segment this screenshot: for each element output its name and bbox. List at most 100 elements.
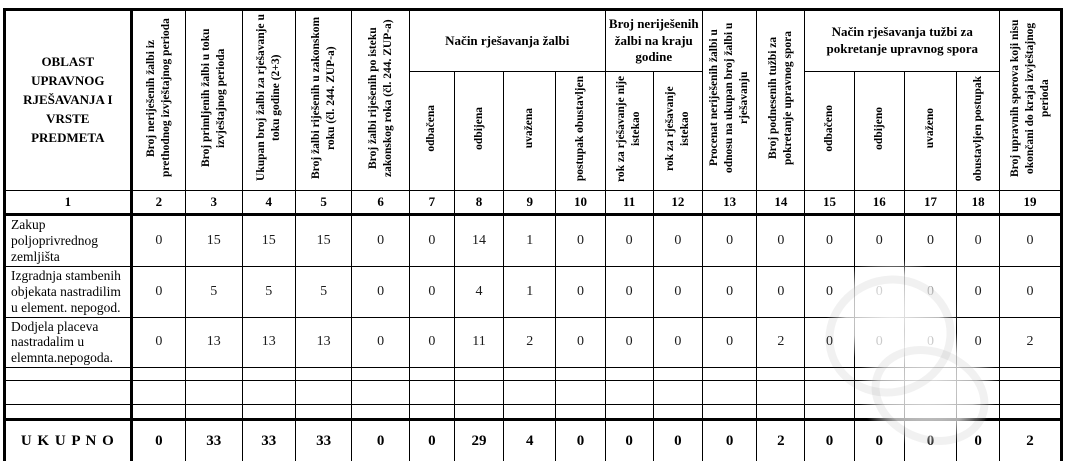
group-header-nerijesene-zalbe-kraj-godine: Broj neriješenih žalbi na kraju godine xyxy=(604,9,703,72)
empty-cell xyxy=(294,367,353,382)
value-cell: 0 xyxy=(903,316,958,369)
total-value-cell: 0 xyxy=(804,418,855,461)
empty-cell xyxy=(185,380,243,406)
empty-cell xyxy=(408,380,455,406)
column-number-7: 7 xyxy=(408,190,455,216)
col-header-3-text: Broj primljenih žalbi u toku izvještajno… xyxy=(199,28,227,168)
value-cell: 0 xyxy=(604,214,654,267)
empty-cell xyxy=(956,367,1001,382)
empty-cell xyxy=(853,404,905,421)
col-header-12-text: rok za rješavanje istekao xyxy=(663,86,691,171)
total-value-cell: 0 xyxy=(604,418,654,461)
empty-cell xyxy=(604,367,654,382)
total-value-cell: 33 xyxy=(294,418,353,461)
empty-cell xyxy=(804,404,855,421)
empty-cell xyxy=(555,367,606,382)
value-cell: 0 xyxy=(604,316,654,369)
col-header-17: uvaženo xyxy=(903,71,958,191)
column-number-4: 4 xyxy=(241,190,296,216)
empty-cell xyxy=(130,404,187,421)
col-header-14-text: Broj podnesenih tužbi za pokretanje upra… xyxy=(766,31,794,165)
row-label: Dodjela placeva nastradalim u elemnta.ne… xyxy=(4,316,133,369)
col-header-8-text: odbijena xyxy=(472,107,485,150)
value-cell: 0 xyxy=(555,265,606,318)
row-label: Zakup poljoprivrednog zemljišta xyxy=(4,214,133,267)
empty-row xyxy=(4,367,1062,382)
column-number-2: 2 xyxy=(130,190,187,216)
col-header-3: Broj primljenih žalbi u toku izvještajno… xyxy=(185,9,243,191)
value-cell: 2 xyxy=(503,316,557,369)
column-number-18: 18 xyxy=(956,190,1001,216)
empty-cell xyxy=(956,380,1001,406)
empty-cell xyxy=(453,380,505,406)
empty-cell xyxy=(241,367,296,382)
value-cell: 13 xyxy=(185,316,243,369)
value-cell: 5 xyxy=(241,265,296,318)
value-cell: 0 xyxy=(408,316,455,369)
empty-cell xyxy=(294,380,353,406)
empty-cell xyxy=(453,404,505,421)
total-value-cell: 0 xyxy=(351,418,410,461)
empty-cell xyxy=(503,380,557,406)
empty-cell xyxy=(701,380,758,406)
table-row-izgradnja: Izgradnja stambenih objekata nastradilim… xyxy=(4,265,1062,318)
empty-row xyxy=(4,404,1062,421)
empty-cell xyxy=(604,404,654,421)
value-cell: 0 xyxy=(130,316,187,369)
group-header-nacin-rjesavanja-zalbi-text: Način rješavanja žalbi xyxy=(445,33,570,48)
col-header-18-text: obustavljen postupak xyxy=(971,75,984,182)
value-cell: 5 xyxy=(185,265,243,318)
value-cell: 11 xyxy=(453,316,505,369)
empty-cell xyxy=(853,380,905,406)
value-cell: 0 xyxy=(853,316,905,369)
empty-cell xyxy=(351,404,410,421)
col-header-2: Broj neriješenih žalbi iz prethodnog izv… xyxy=(130,9,187,191)
value-cell: 0 xyxy=(999,214,1062,267)
value-cell: 5 xyxy=(294,265,353,318)
column-number-12: 12 xyxy=(652,190,703,216)
col-header-4: Ukupan broj žalbi za rješavanje u toku g… xyxy=(241,9,296,191)
total-value-cell: 0 xyxy=(853,418,905,461)
column-number-5: 5 xyxy=(294,190,353,216)
total-value-cell: 4 xyxy=(503,418,557,461)
column-number-16: 16 xyxy=(853,190,905,216)
value-cell: 0 xyxy=(853,265,905,318)
value-cell: 13 xyxy=(241,316,296,369)
value-cell: 0 xyxy=(351,265,410,318)
total-row-label: U K U P N O xyxy=(4,418,133,461)
col-header-4-text: Ukupan broj žalbi za rješavanje u toku g… xyxy=(254,14,282,182)
group-header-nacin-rjesavanja-zalbi: Način rješavanja žalbi xyxy=(408,9,606,72)
value-cell: 0 xyxy=(701,265,758,318)
column-number-1: 1 xyxy=(4,190,133,216)
value-cell: 0 xyxy=(351,316,410,369)
value-cell: 2 xyxy=(999,316,1062,369)
total-value-cell: 2 xyxy=(999,418,1062,461)
empty-cell xyxy=(555,380,606,406)
col-header-6: Broj žalbi riješenih po isteku zakonskog… xyxy=(351,9,410,191)
empty-cell xyxy=(956,404,1001,421)
total-row: U K U P N O 0 33 33 33 0 0 29 4 0 0 0 0 … xyxy=(4,418,1062,461)
group-header-nacin-rjesavanja-tuzbi-text: Način rješavanja tužbi za pokretanje upr… xyxy=(826,24,978,56)
col-header-16: odbijeno xyxy=(853,71,905,191)
empty-cell xyxy=(903,380,958,406)
col-header-11: rok za rješavanje nije istekao xyxy=(604,71,654,191)
group-header-nerijesene-zalbe-text: Broj neriješenih žalbi na kraju godine xyxy=(608,16,699,64)
total-value-cell: 33 xyxy=(185,418,243,461)
col-header-5: Broj žalbi riješenih u zakonskom roku (č… xyxy=(294,9,353,191)
empty-cell xyxy=(903,367,958,382)
value-cell: 0 xyxy=(701,316,758,369)
value-cell: 15 xyxy=(294,214,353,267)
column-number-13: 13 xyxy=(701,190,758,216)
value-cell: 14 xyxy=(453,214,505,267)
col-header-19: Broj upravnih sporova koji nisu okončani… xyxy=(999,9,1062,191)
col-header-8: odbijena xyxy=(453,71,505,191)
empty-cell xyxy=(351,380,410,406)
value-cell: 0 xyxy=(756,265,806,318)
empty-cell xyxy=(555,404,606,421)
col-header-13: Procenat neriješenih žalbi u odnosu na u… xyxy=(701,9,758,191)
column-number-9: 9 xyxy=(503,190,557,216)
empty-cell xyxy=(701,404,758,421)
col-header-6-text: Broj žalbi riješenih po isteku zakonskog… xyxy=(366,19,394,177)
total-value-cell: 2 xyxy=(756,418,806,461)
empty-cell xyxy=(701,367,758,382)
